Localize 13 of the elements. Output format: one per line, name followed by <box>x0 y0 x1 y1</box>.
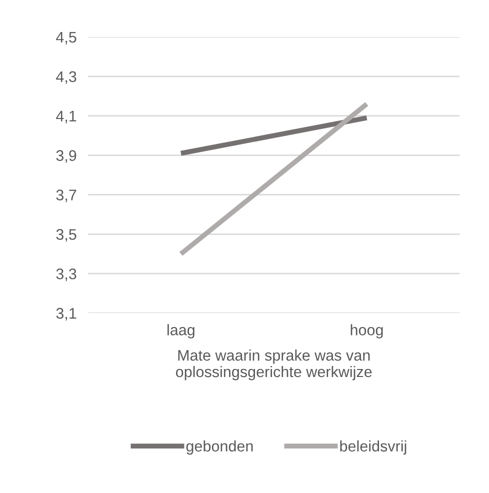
y-tick-label: 4,3 <box>56 71 76 84</box>
y-tick-label: 4,1 <box>56 110 76 124</box>
x-tick-label: hoog <box>350 324 383 338</box>
legend-label: beleidsvrij <box>340 440 406 455</box>
y-tick-label: 3,9 <box>56 150 76 163</box>
x-tick-label: laag <box>168 324 194 338</box>
legend-label: gebonden <box>186 440 253 455</box>
y-tick-label: 4,5 <box>56 32 76 44</box>
y-tick-label: 3,3 <box>56 268 76 282</box>
x-axis-title: Mate waarin sprake was van oplossingsgerichte werkwijze <box>176 350 372 380</box>
y-tick-label: 3,1 <box>56 308 76 321</box>
y-tick-label: 3,5 <box>56 229 76 242</box>
y-tick-label: 3,7 <box>56 190 76 202</box>
